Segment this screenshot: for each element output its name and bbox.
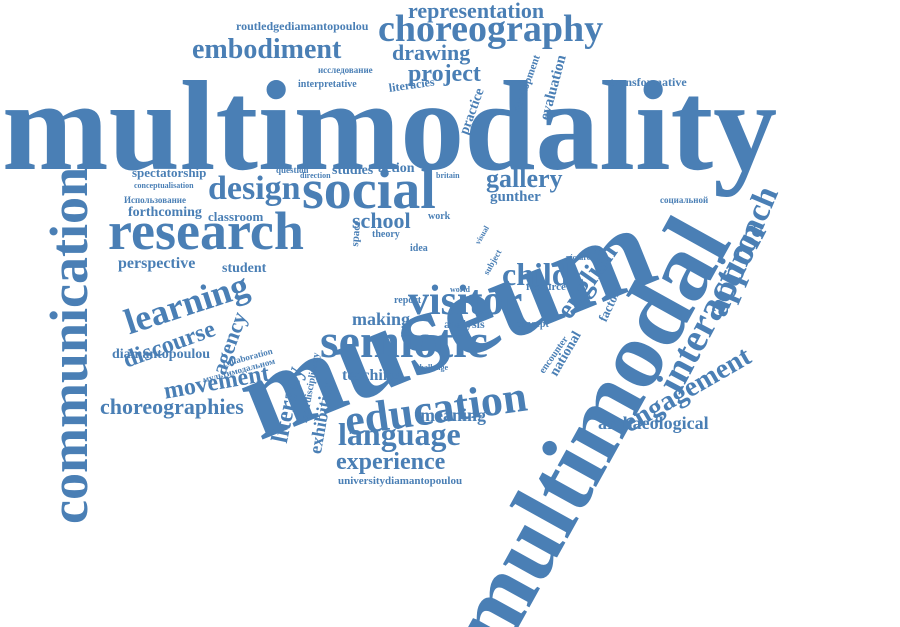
- word-making: making: [352, 310, 410, 328]
- word-action: action: [378, 162, 415, 176]
- word-space: space: [350, 220, 363, 247]
- word-challenge: challenge: [416, 364, 448, 372]
- word-report: report: [394, 296, 421, 306]
- word-drawing: drawing: [392, 42, 470, 64]
- word-socialnoy: социальной: [660, 196, 708, 205]
- word-theory: theory: [372, 230, 400, 240]
- word-concept: concept: [516, 320, 549, 330]
- word-work: work: [428, 212, 450, 222]
- word-picture: picture: [566, 254, 590, 262]
- word-issledovanie: исследование: [318, 66, 373, 75]
- word-ispolzovanie: Использование: [124, 196, 186, 205]
- word-teaching: teaching: [342, 368, 400, 384]
- word-perspective: perspective: [118, 256, 195, 272]
- word-experience: experience: [336, 450, 445, 474]
- word-universitydiamantopoulou: universitydiamantopoulou: [338, 476, 462, 487]
- word-communication: communication: [42, 167, 96, 524]
- word-diamantopoulou: diamantopoulou: [112, 348, 210, 362]
- word-studies: studies: [332, 164, 373, 178]
- word-student: student: [222, 262, 266, 276]
- word-archaeological: archaeological: [598, 414, 709, 432]
- word-representation: representation: [408, 0, 544, 22]
- word-transformative: transformative: [610, 76, 687, 88]
- word-embodiment: embodiment: [192, 36, 341, 64]
- word-world: world: [450, 286, 470, 294]
- word-direction: direction: [300, 172, 331, 180]
- word-forthcoming: forthcoming: [128, 206, 202, 220]
- word-britain: britain: [436, 172, 460, 180]
- word-meaning: meaning: [420, 406, 486, 424]
- word-interpretative: interpretative: [298, 80, 357, 90]
- word-resource: resource: [526, 282, 566, 293]
- word-gunther: gunther: [490, 190, 541, 205]
- word-analysis: analysis: [444, 318, 485, 330]
- word-idea: idea: [410, 244, 428, 254]
- word-routledgediamantopoulou: routledgediamantopoulou: [236, 20, 368, 32]
- word-spectatorship: spectatorship: [132, 166, 206, 179]
- word-design: design: [208, 172, 301, 206]
- word-classroom: classroom: [208, 210, 263, 223]
- word-conceptualisation: conceptualisation: [134, 182, 194, 190]
